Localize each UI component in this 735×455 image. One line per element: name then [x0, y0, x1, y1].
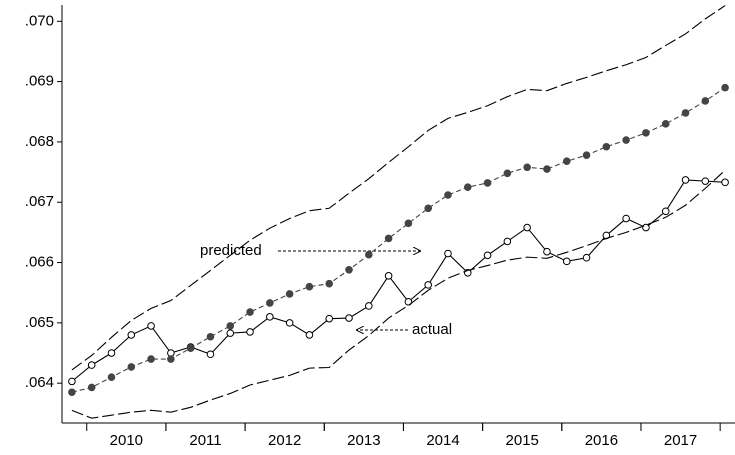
x-tick-label: 2014 [426, 432, 459, 449]
series-line [71, 179, 726, 382]
point [266, 313, 274, 321]
point [543, 247, 551, 256]
point [582, 151, 591, 159]
point [661, 207, 670, 216]
point [582, 253, 591, 262]
point [444, 249, 452, 258]
point [325, 314, 334, 323]
point [562, 157, 571, 166]
point [642, 223, 650, 232]
y-tick-label: .065 [25, 314, 54, 331]
point [68, 388, 76, 397]
point [206, 350, 215, 359]
point [87, 383, 96, 392]
point [523, 223, 531, 232]
point [463, 183, 472, 191]
point [246, 328, 254, 336]
point [523, 163, 531, 172]
x-tick-label: 2013 [347, 432, 380, 449]
x-tick-label: 2011 [189, 432, 221, 449]
point [721, 178, 729, 187]
x-tick-label: 2015 [506, 432, 539, 449]
point [226, 329, 235, 337]
x-tick-label: 2012 [268, 432, 301, 449]
point [483, 179, 492, 187]
x-tick-label: 2010 [110, 432, 143, 449]
point [246, 308, 254, 316]
series-line [71, 87, 726, 393]
point [602, 142, 611, 151]
point [345, 314, 353, 322]
y-tick-label: .070 [25, 12, 54, 29]
point [107, 349, 116, 357]
point [147, 355, 155, 363]
point [404, 219, 413, 228]
annotation: actual [412, 321, 452, 338]
point [167, 355, 175, 363]
point [701, 177, 710, 185]
point [681, 109, 690, 117]
point [285, 290, 294, 298]
point [107, 373, 116, 381]
point [543, 165, 551, 173]
x-tick-label: 2016 [585, 432, 618, 449]
y-tick-label: .069 [25, 73, 54, 90]
point [444, 191, 452, 199]
band-line [71, 169, 726, 419]
point [305, 331, 314, 339]
point [622, 214, 630, 223]
point [127, 363, 136, 371]
point [721, 83, 729, 92]
point [226, 322, 235, 330]
point [384, 234, 393, 243]
point [681, 176, 690, 184]
point [266, 299, 274, 307]
band-line [71, 5, 726, 371]
y-tick-label: .066 [25, 254, 54, 271]
point [661, 120, 670, 128]
point [325, 279, 334, 288]
y-tick-label: .068 [25, 133, 54, 150]
point [384, 272, 393, 280]
point [424, 281, 432, 289]
point [424, 204, 432, 213]
y-tick-label: .064 [25, 374, 54, 391]
y-tick-label: .067 [25, 193, 54, 210]
point [562, 257, 571, 266]
point [87, 361, 96, 369]
point [483, 251, 492, 260]
point [503, 237, 512, 246]
point [642, 129, 650, 137]
point [365, 250, 373, 259]
point [622, 136, 630, 144]
point [127, 331, 136, 339]
point [404, 297, 413, 306]
annotation: predicted [200, 242, 262, 259]
point [345, 265, 353, 274]
point [186, 344, 195, 353]
point [285, 319, 294, 327]
point [305, 282, 314, 291]
point [503, 169, 512, 178]
point [206, 332, 215, 341]
point [68, 377, 76, 386]
point [365, 302, 373, 310]
point [147, 322, 155, 330]
x-tick-label: 2017 [664, 432, 697, 449]
point [701, 97, 710, 105]
